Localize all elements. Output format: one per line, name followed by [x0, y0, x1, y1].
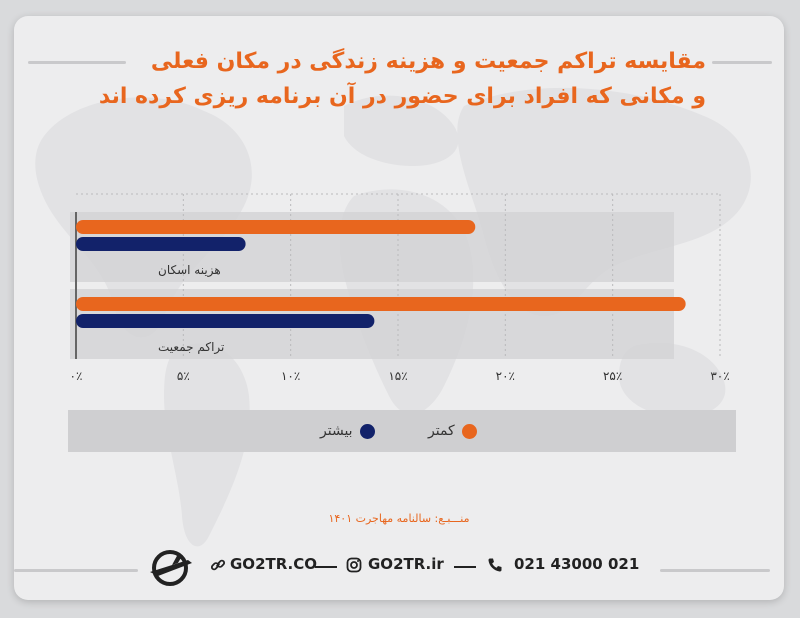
footer-line-right — [660, 569, 770, 572]
legend-swatch-less — [461, 423, 477, 439]
chart-legend: کمتر بیشتر — [68, 410, 736, 452]
x-tick-label-2: ۱۰٪ — [281, 369, 300, 383]
infographic-card: مقایسه تراکم جمعیت و هزینه زندگی در مکان… — [14, 16, 784, 600]
footer-bar: GO2TR.CO GO2TR.ir 021 43000 021 — [14, 544, 784, 586]
legend-label-more: بیشتر — [320, 423, 353, 439]
footer-website[interactable]: GO2TR.CO — [230, 555, 318, 573]
x-tick-label-4: ۲۰٪ — [496, 369, 515, 383]
chart-title-line-2: و مکانی که افراد برای حضور در آن برنامه … — [98, 84, 706, 109]
link-icon — [210, 559, 226, 571]
bar-1-series-1 — [76, 314, 375, 328]
footer-instagram[interactable]: GO2TR.ir — [368, 555, 444, 573]
bar-1-series-0 — [76, 297, 686, 311]
legend-label-less: کمتر — [428, 423, 455, 439]
source-note: منـــبـع: سالنامه مهاجرت ۱۴۰۱ — [328, 512, 470, 525]
x-tick-label-1: ۵٪ — [177, 369, 190, 383]
footer-separator-1 — [315, 566, 337, 568]
x-tick-label-5: ۲۵٪ — [603, 369, 622, 383]
bar-chart: ۰٪ ۵٪ ۱۰٪ ۱۵٪ ۲۰٪ ۲۵٪ ۳۰٪ هزینه اسکان تراکم جمعی… — [70, 193, 730, 383]
chart-title: مقایسه تراکم جمعیت و هزینه زندگی در مکان… — [86, 44, 706, 114]
x-tick-label-3: ۱۵٪ — [388, 369, 407, 383]
category-label-1: تراکم جمعیت — [158, 340, 224, 355]
bar-0-series-0 — [76, 220, 476, 234]
category-label-0: هزینه اسکان — [158, 263, 221, 278]
footer-phone[interactable]: 021 43000 021 — [514, 555, 640, 573]
bar-0-series-1 — [76, 237, 246, 251]
legend-swatch-more — [359, 423, 375, 439]
airplane-globe-icon — [150, 550, 192, 586]
legend-item-more: بیشتر — [320, 410, 375, 452]
legend-item-less: کمتر — [428, 410, 477, 452]
title-divider-left — [28, 61, 126, 64]
phone-icon — [488, 558, 502, 572]
instagram-icon — [346, 557, 362, 573]
footer-separator-2 — [454, 566, 476, 568]
footer-line-left — [14, 569, 138, 572]
title-divider-right — [712, 61, 772, 64]
x-tick-label-6: ۳۰٪ — [710, 369, 729, 383]
chart-title-line-1: مقایسه تراکم جمعیت و هزینه زندگی در مکان… — [150, 49, 706, 74]
x-tick-label-0: ۰٪ — [70, 369, 83, 383]
